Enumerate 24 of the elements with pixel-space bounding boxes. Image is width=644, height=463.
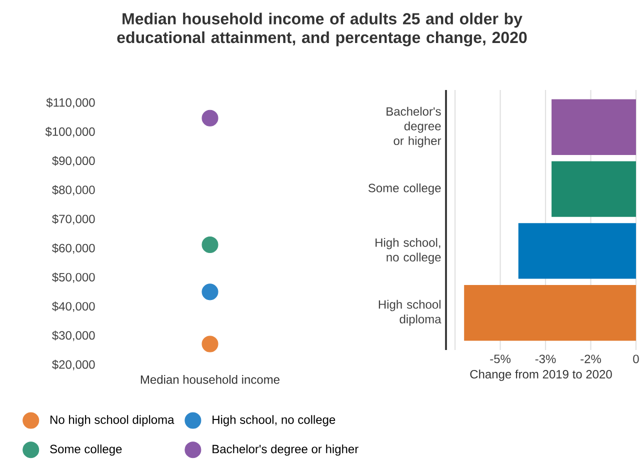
y-tick-label: $60,000	[52, 243, 95, 254]
legend-label: Bachelor's degree or higher	[212, 444, 358, 456]
y-tick-label: $40,000	[52, 302, 95, 312]
legend-label: High school, no college	[212, 415, 336, 426]
x-axis-title: Change from 2019 to 2020	[470, 370, 612, 381]
y-tick-label: Bachelor's degree or higher	[386, 106, 442, 148]
y-tick-label: $30,000	[52, 330, 95, 342]
x-tick-label: Median household income	[140, 375, 280, 384]
y-tick-label: $70,000	[52, 214, 95, 225]
y-tick-label: High school, no college	[376, 238, 441, 264]
y-tick-label: $100,000	[45, 126, 95, 138]
y-tick-label: $20,000	[52, 360, 95, 370]
text: Median household income of adults 25 and older by educational attainment, and percentage change, 2020	[117, 12, 527, 46]
y-tick-label: $50,000	[52, 272, 95, 283]
x-tick-label: -5%	[490, 354, 511, 364]
y-tick-label: Some college	[368, 183, 441, 195]
legend-label: No high school diploma	[50, 415, 174, 426]
x-tick-label: -3%	[535, 354, 556, 364]
y-tick-label: High school diploma	[378, 300, 442, 326]
y-tick-label: $90,000	[52, 156, 95, 166]
x-tick-label: -2%	[580, 354, 601, 364]
y-tick-label: $80,000	[52, 185, 95, 196]
x-tick-label: 0	[633, 354, 639, 364]
y-tick-label: $110,000	[46, 98, 95, 108]
